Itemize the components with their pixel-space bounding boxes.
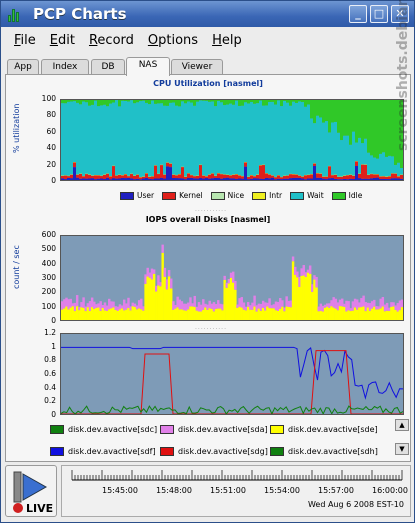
disk-legend-item: disk.dev.avactive[sde] [270, 425, 378, 434]
y-tick: 0 [51, 316, 56, 325]
live-play-icon [13, 471, 48, 513]
disk-legend-item: disk.dev.avactive[sdf] [50, 447, 156, 456]
splitter-handle[interactable]: ··········· [195, 326, 227, 333]
splitter-handle[interactable]: ··········· [195, 208, 227, 215]
disk-legend-item: disk.dev.avactive[sdc] [50, 425, 157, 434]
y-tick: 0.4 [44, 382, 56, 392]
disk-avactive-plot [60, 333, 404, 415]
tab-index[interactable]: Index [41, 59, 89, 75]
iops-chart-title: IOPS overall Disks [nasmel] [145, 215, 271, 224]
y-tick: 0.2 [44, 396, 56, 406]
cpu-chart-title: CPU Utilization [nasmel] [153, 79, 263, 88]
scroll-down-icon[interactable]: ▼ [395, 443, 409, 455]
y-tick: 60 [46, 126, 56, 136]
y-tick: 500 [41, 244, 56, 254]
y-tick: 0.8 [44, 355, 56, 365]
disk-legend-item: disk.dev.avactive[sdh] [270, 447, 378, 456]
menu-file[interactable]: File [14, 32, 36, 48]
time-control-area: LIVE 15:45:00 15:48:00 15:51:00 15:54:00 15:… [5, 465, 411, 517]
minimize-icon[interactable]: _ [349, 5, 367, 23]
tab-nas[interactable]: NAS [126, 57, 170, 76]
live-label: LIVE [26, 502, 54, 515]
cpu-legend: User Kernel Nice Intr Wait Idle [120, 191, 362, 200]
menu-options[interactable]: Options [147, 32, 199, 48]
time-axis[interactable]: 15:45:00 15:48:00 15:51:00 15:54:00 15:57:00… [61, 465, 411, 517]
disk-legend-item: disk.dev.avactive[sda] [160, 425, 268, 434]
y-tick: 300 [41, 273, 56, 282]
y-tick: 1 [51, 341, 56, 351]
legend-item: Kernel [162, 191, 203, 200]
legend-scrollbar[interactable]: ▲ ▼ [395, 419, 409, 455]
iops-plot [60, 235, 404, 321]
chart-app-icon [8, 6, 24, 22]
y-tick: 0 [51, 410, 56, 419]
time-date: Wed Aug 6 2008 EST-10 [307, 500, 404, 509]
legend-item: Wait [290, 191, 324, 200]
close-icon[interactable]: ✕ [391, 5, 409, 23]
tab-app[interactable]: App [7, 59, 39, 75]
cpu-utilization-plot [60, 99, 404, 181]
menu-edit[interactable]: Edit [49, 32, 75, 48]
time-label: 15:54:00 [264, 486, 300, 495]
y-tick: 80 [46, 110, 56, 120]
legend-item: Nice [210, 191, 244, 200]
time-label: 16:00:00 [372, 486, 408, 495]
legend-item: Intr [252, 191, 282, 200]
y-tick: 100 [41, 94, 56, 103]
time-ticks [71, 470, 403, 481]
y-tick: 40 [46, 143, 56, 153]
time-label: 15:51:00 [210, 486, 246, 495]
window-title: PCP Charts [33, 5, 127, 23]
menu-record[interactable]: Record [88, 32, 134, 48]
legend-item: Idle [331, 191, 362, 200]
scroll-up-icon[interactable]: ▲ [395, 419, 409, 431]
y-tick: 100 [41, 301, 56, 311]
tab-viewer[interactable]: Viewer [171, 59, 223, 75]
tab-bar: App Index DB NAS Viewer [5, 57, 410, 76]
charts-panel: CPU Utilization [nasmel] % utilization 1… [5, 74, 411, 462]
watermark-text: screenshots.debian.net [395, 0, 411, 151]
y-tick: 20 [46, 159, 56, 169]
live-button[interactable]: LIVE [5, 465, 57, 517]
y-tick: 1.2 [44, 328, 56, 337]
y-tick: 400 [41, 258, 56, 268]
menu-bar: File Edit Record Options Help [1, 28, 414, 52]
time-label: 15:48:00 [156, 486, 192, 495]
maximize-icon[interactable]: □ [370, 5, 388, 23]
time-label: 15:57:00 [318, 486, 354, 495]
y-tick: 0.6 [44, 369, 56, 378]
time-label: 15:45:00 [102, 486, 138, 495]
tab-db[interactable]: DB [91, 59, 125, 75]
title-bar[interactable]: PCP Charts _ □ ✕ [1, 1, 414, 27]
y-tick: 0 [51, 176, 56, 185]
disk-legend-item: disk.dev.avactive[sdg] [160, 447, 268, 456]
menu-help[interactable]: Help [212, 32, 242, 48]
y-tick: 600 [41, 230, 56, 239]
iops-ylabel: count / sec [12, 245, 21, 289]
legend-item: User [120, 191, 154, 200]
y-tick: 200 [41, 287, 56, 297]
cpu-ylabel: % utilization [12, 103, 21, 153]
